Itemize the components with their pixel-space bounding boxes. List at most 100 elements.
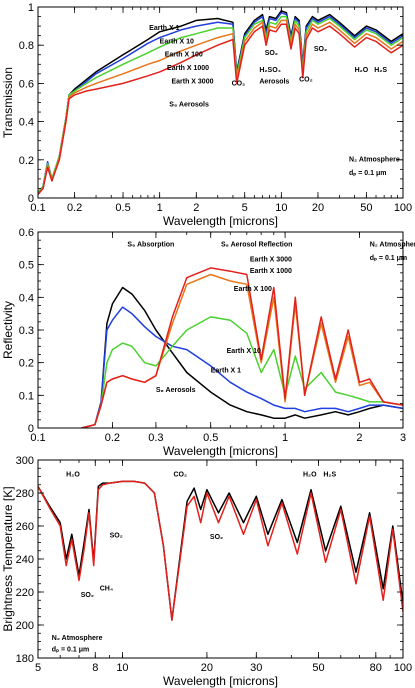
- x-tick-label: 0.5: [203, 432, 218, 444]
- x-tick-label: 20: [312, 202, 324, 214]
- y-axis-title: Reflectivity: [1, 301, 15, 359]
- series-line-earth-x-100: [38, 15, 403, 193]
- annotation-label: SO₂: [110, 533, 123, 540]
- annotation-label: SO₂: [210, 534, 223, 541]
- chart-panel-1: 0.1 0.2 0.5 1 2 5 10 20 50 10000.20.40.60.81Wavel…: [1, 2, 412, 228]
- series-line-earth-x-10: [38, 11, 403, 193]
- annotation-label: Earth X 1: [211, 367, 241, 374]
- annotation-label: SO₂: [265, 50, 278, 57]
- x-tick-label: 0.2: [67, 202, 82, 214]
- series-line-earth-x-3000: [81, 267, 403, 428]
- y-tick-label: 0.3: [19, 325, 34, 337]
- x-tick-label: 0.5: [115, 202, 130, 214]
- annotation-label: H₂O: [66, 472, 80, 479]
- x-tick-label: 0.2: [105, 432, 120, 444]
- annotation-label: Aerosols: [259, 78, 289, 85]
- y-tick-label: 240: [16, 554, 34, 566]
- x-tick-label: 1: [157, 202, 163, 214]
- y-tick-label: 0.6: [19, 78, 34, 90]
- annotation-label: Earth X 100: [234, 286, 272, 293]
- annotation-label: N₂ Atmosphere: [349, 157, 400, 164]
- annotation-label: SO₂: [314, 46, 327, 53]
- annotation-label: Earth X 3000: [171, 78, 213, 85]
- y-tick-label: 0.2: [19, 358, 34, 370]
- annotation-label: CO₂: [232, 80, 246, 87]
- annotation-label: SO₂: [81, 592, 94, 599]
- annotation-label: H₂S: [323, 472, 336, 479]
- x-tick-label: 0.3: [148, 432, 163, 444]
- x-tick-label: 100: [394, 202, 412, 214]
- annotation-label: dₚ = 0.1 μm: [52, 646, 89, 653]
- series-line-earth-x-1: [81, 286, 403, 428]
- series-line-earth-x-10: [81, 306, 403, 428]
- x-tick-label: 0.1: [30, 202, 45, 214]
- annotation-label: H₂S: [374, 67, 387, 74]
- x-tick-label: 5: [35, 662, 41, 674]
- x-tick-label: 20: [201, 662, 213, 674]
- y-tick-label: 300: [16, 455, 34, 467]
- x-tick-label: 10: [116, 662, 128, 674]
- series-line-earth-x-1: [38, 10, 403, 195]
- x-tick-label: 30: [250, 662, 262, 674]
- x-tick-label: 1: [282, 432, 288, 444]
- x-tick-label: 10: [275, 202, 287, 214]
- y-tick-label: 220: [16, 587, 34, 599]
- y-tick-label: 200: [16, 620, 34, 632]
- y-tick-label: 0.6: [19, 227, 34, 239]
- annotation-label: CH₄: [100, 585, 113, 592]
- annotation-label: Earth X 1000: [167, 65, 209, 72]
- x-tick-label: 100: [394, 662, 412, 674]
- x-tick-label: 50: [312, 662, 324, 674]
- annotation-label: Earth X 1000: [250, 268, 292, 275]
- annotation-label: Earth X 3000: [250, 256, 292, 263]
- annotation-label: S₈ Aerosols: [156, 387, 196, 394]
- chart-panel-2: 0.1 0.2 0.3 0.5 1 2 300.10.20.30.40.50.6Wavele…: [1, 227, 415, 458]
- series-line-earth-x-100: [81, 316, 403, 428]
- x-tick-label: 80: [370, 662, 382, 674]
- y-tick-label: 0.1: [19, 390, 34, 402]
- series-line-earth-x-1000: [38, 19, 403, 195]
- x-axis-title: Wavelength [microns]: [163, 214, 278, 228]
- y-tick-label: 0.4: [19, 292, 34, 304]
- series-line-earth-x-3000: [38, 23, 403, 195]
- chart-panel-3: 5 8 10 20 30 50 80 100 180 200 220 240 260 280 300 Wave…: [1, 455, 412, 688]
- annotation-label: S₈ Absorption: [127, 242, 174, 249]
- x-tick-label: 2: [356, 432, 362, 444]
- annotation-label: CO₂: [299, 76, 313, 83]
- y-tick-label: 0.2: [19, 155, 34, 167]
- annotation-label: N₂ Atmosphere: [370, 242, 415, 249]
- x-tick-label: 3: [400, 432, 406, 444]
- annotation-label: Earth X 1: [149, 25, 179, 32]
- x-tick-label: 5: [242, 202, 248, 214]
- y-tick-label: 0.4: [19, 117, 34, 129]
- y-tick-label: 0.5: [19, 260, 34, 272]
- annotation-label: Earth X 10: [227, 348, 261, 355]
- annotation-label: S₈ Aerosol Reflection: [221, 242, 292, 249]
- y-tick-label: 1: [28, 2, 34, 14]
- x-tick-label: 8: [92, 662, 98, 674]
- annotation-label: CO₂: [173, 472, 187, 479]
- x-tick-label: 2: [193, 202, 199, 214]
- annotation-label: Earth X 10: [160, 38, 194, 45]
- x-axis-title: Wavelength [microns]: [163, 674, 278, 688]
- annotation-label: Earth X 100: [165, 52, 203, 59]
- annotation-label: dₚ = 0.1 μm: [349, 170, 386, 177]
- series-line-earth-x-3000: [38, 480, 403, 621]
- annotation-label: S₈ Aerosols: [169, 101, 209, 108]
- y-tick-label: 0.8: [19, 40, 34, 52]
- x-tick-label: 0.1: [30, 432, 45, 444]
- annotation-label: N₂ Atmosphere: [52, 635, 103, 642]
- annotation-label: H₂SO₄: [259, 67, 281, 74]
- y-tick-label: 0: [28, 193, 34, 205]
- y-axis-title: Transmission: [1, 67, 15, 138]
- annotation-label: dₚ = 0.1 μm: [370, 255, 407, 262]
- annotation-label: H₂O: [303, 472, 317, 479]
- y-tick-label: 180: [16, 653, 34, 665]
- annotation-label: H₂O: [355, 67, 369, 74]
- y-tick-label: 0: [28, 423, 34, 435]
- y-tick-label: 260: [16, 521, 34, 533]
- x-axis-title: Wavelength [microns]: [163, 444, 278, 458]
- x-tick-label: 50: [360, 202, 372, 214]
- y-tick-label: 280: [16, 488, 34, 500]
